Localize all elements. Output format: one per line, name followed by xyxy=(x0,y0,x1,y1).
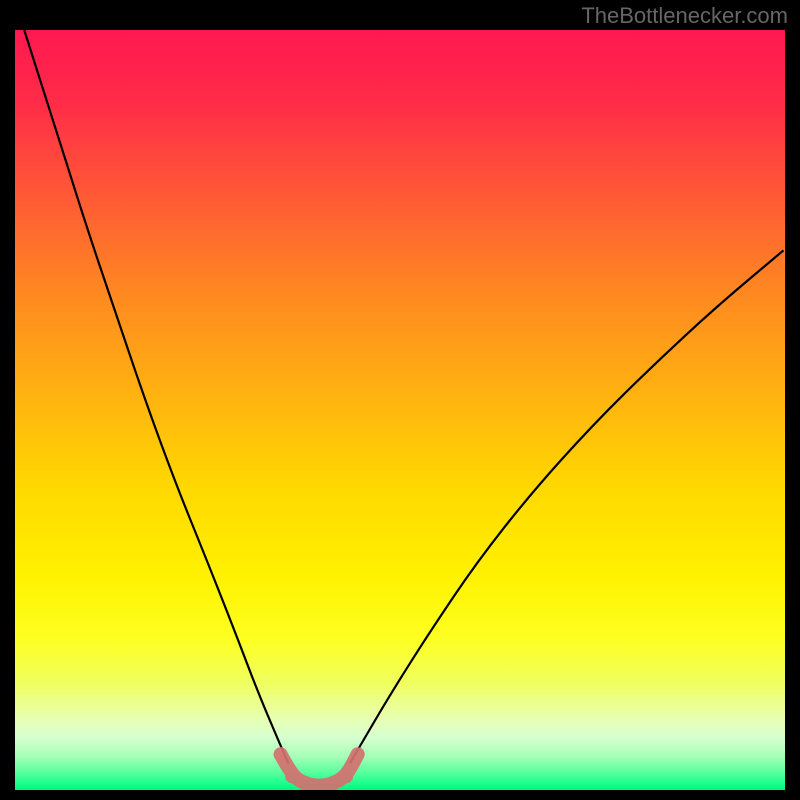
plot-area xyxy=(15,30,785,790)
watermark-text: TheBottlenecker.com xyxy=(581,3,788,29)
valley-dot xyxy=(351,747,365,761)
valley-dot xyxy=(339,769,353,783)
curve-layer xyxy=(15,30,785,790)
valley-dot xyxy=(274,747,288,761)
valley-overlay xyxy=(274,747,365,790)
chart-frame: TheBottlenecker.com xyxy=(0,0,800,800)
left-curve xyxy=(24,30,288,763)
right-curve xyxy=(350,250,784,763)
valley-dot xyxy=(285,769,299,783)
